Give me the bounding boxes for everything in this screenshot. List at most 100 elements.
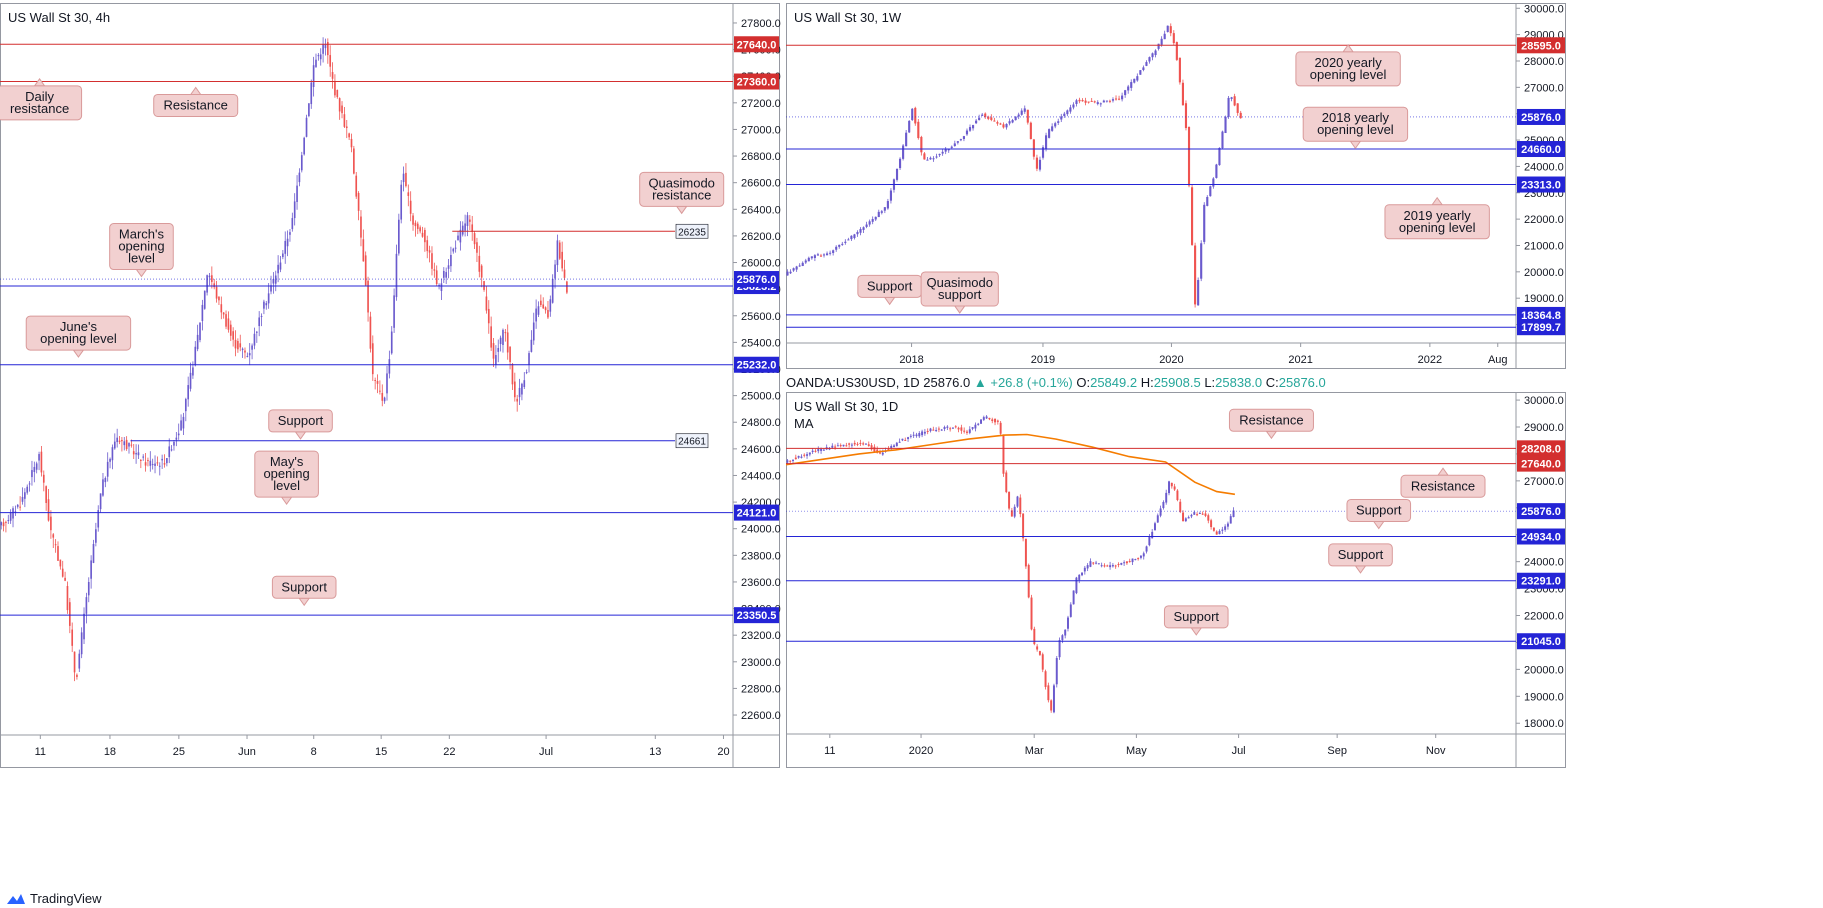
callout-text: 2019 yearly — [1404, 208, 1472, 223]
candle-body — [50, 516, 52, 531]
candle-body — [1148, 57, 1151, 62]
callout-box — [268, 409, 333, 433]
candle-body — [521, 383, 523, 395]
candle-body — [1023, 108, 1026, 112]
callout-label: Support — [857, 274, 922, 306]
candle-body — [1058, 640, 1061, 658]
candle-body — [1166, 25, 1169, 33]
candle-body — [836, 445, 839, 447]
candle-body — [469, 219, 471, 222]
candle-body — [322, 44, 324, 54]
candle-body — [898, 441, 901, 443]
y-tick-label: 23000.0 — [741, 657, 781, 669]
candle-body — [547, 310, 549, 318]
candle-body — [1099, 103, 1102, 105]
candle-body — [388, 359, 391, 374]
candle-body — [1013, 506, 1016, 517]
candle-body — [848, 443, 851, 445]
candle-body — [1209, 186, 1212, 197]
tradingview-brand[interactable]: TradingView — [6, 891, 102, 906]
candle-body — [367, 280, 369, 313]
candle-body — [402, 173, 405, 183]
candle-body — [447, 265, 450, 269]
candle-body — [1194, 245, 1197, 305]
candle-body — [57, 546, 59, 561]
candle-body — [135, 453, 137, 455]
price-tag-label: 24934.0 — [1521, 532, 1561, 544]
y-tick-label: 18000.0 — [1524, 718, 1564, 730]
callout-box — [1328, 543, 1393, 567]
candle-body — [121, 439, 123, 442]
candle-body — [789, 271, 792, 274]
candle-body — [1114, 98, 1118, 100]
candle-body — [329, 55, 332, 67]
callout-label: Support — [268, 409, 333, 440]
candle-body — [14, 511, 17, 513]
candle-body — [856, 231, 859, 235]
candle-body — [865, 224, 868, 227]
candle-body — [947, 149, 950, 151]
candle-body — [909, 435, 912, 437]
candle-body — [1207, 515, 1210, 521]
candle-body — [338, 98, 341, 112]
callout-box — [1163, 605, 1229, 629]
candle-body — [794, 457, 797, 460]
panel-h4: 22600.022800.023000.023200.023400.023600… — [0, 3, 781, 768]
candle-body — [435, 270, 438, 284]
candle-body — [1002, 124, 1005, 128]
callout-text: support — [938, 287, 982, 302]
candle-body — [1050, 700, 1053, 711]
candle-body — [1184, 103, 1188, 129]
candle-body — [383, 397, 386, 402]
candle-body — [1236, 103, 1239, 113]
candle-body — [1051, 126, 1054, 131]
candle-body — [28, 483, 31, 485]
callout-box — [1384, 204, 1490, 240]
y-tick-label: 26200.0 — [741, 231, 781, 243]
candle-body — [1054, 123, 1057, 127]
x-tick-label: 2020 — [1159, 354, 1183, 366]
candle-body — [1081, 100, 1084, 102]
candle-body — [1075, 577, 1078, 594]
candle-body — [255, 331, 258, 333]
callout-text: Support — [278, 413, 324, 428]
candle-body — [1197, 280, 1200, 306]
candle-body — [797, 455, 800, 458]
candle-body — [334, 82, 336, 96]
x-tick-label: 22 — [443, 746, 455, 758]
candle-body — [862, 443, 865, 445]
candle-body — [419, 227, 421, 232]
candle-body — [343, 114, 346, 127]
candle-body — [227, 318, 230, 330]
ohlc-part: +26.8 (+0.1%) — [990, 375, 1076, 390]
candle-body — [873, 446, 876, 452]
callout-text: Support — [1338, 547, 1384, 562]
callout-text: level — [128, 251, 155, 266]
candle-body — [1221, 131, 1224, 149]
candle-body — [206, 275, 208, 293]
candle-body — [1044, 135, 1048, 149]
callout-text: March's — [119, 227, 165, 242]
candle-body — [194, 346, 197, 366]
candle-body — [102, 479, 104, 496]
callout-text: 2020 yearly — [1314, 55, 1382, 70]
candle-body — [1173, 486, 1176, 490]
callout-text: opening level — [40, 331, 117, 346]
candle-body — [357, 192, 360, 211]
candle-body — [220, 304, 223, 313]
ohlc-part: 25876.0 — [923, 375, 974, 390]
candle-body — [490, 326, 492, 348]
candle-body — [511, 363, 514, 385]
candle-body — [1002, 434, 1005, 474]
candle-body — [1137, 558, 1140, 560]
candle-body — [1038, 159, 1042, 170]
candle-body — [398, 219, 400, 254]
candle-body — [196, 334, 199, 350]
y-tick-label: 27000.0 — [741, 124, 781, 136]
candle-body — [345, 126, 348, 129]
y-tick-label: 26000.0 — [741, 258, 781, 270]
x-tick-label: 11 — [824, 745, 835, 757]
candle-body — [889, 190, 893, 201]
candle-body — [786, 271, 789, 276]
